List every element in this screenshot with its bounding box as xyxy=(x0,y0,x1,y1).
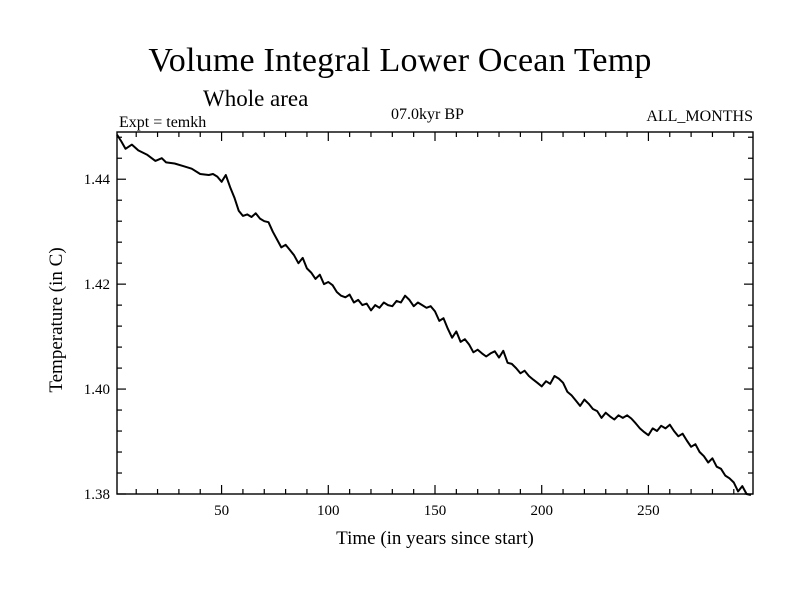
period-label: 07.0kyr BP xyxy=(391,106,464,123)
months-label: ALL_MONTHS xyxy=(646,108,753,125)
y-tick-label: 1.42 xyxy=(84,277,110,293)
x-tick-label: 250 xyxy=(637,503,660,519)
experiment-label: Expt = temkh xyxy=(119,114,207,131)
y-tick-label: 1.40 xyxy=(84,382,110,398)
chart-title: Volume Integral Lower Ocean Temp xyxy=(148,42,652,79)
x-axis-label: Time (in years since start) xyxy=(336,528,534,549)
y-tick-label: 1.44 xyxy=(84,172,111,188)
x-tick-label: 100 xyxy=(317,503,340,519)
chart-subtitle: Whole area xyxy=(203,86,309,111)
x-tick-label: 150 xyxy=(424,503,447,519)
x-tick-label: 50 xyxy=(214,503,229,519)
series-line xyxy=(116,134,752,496)
y-tick-label: 1.38 xyxy=(84,487,110,503)
x-tick-label: 200 xyxy=(530,503,553,519)
